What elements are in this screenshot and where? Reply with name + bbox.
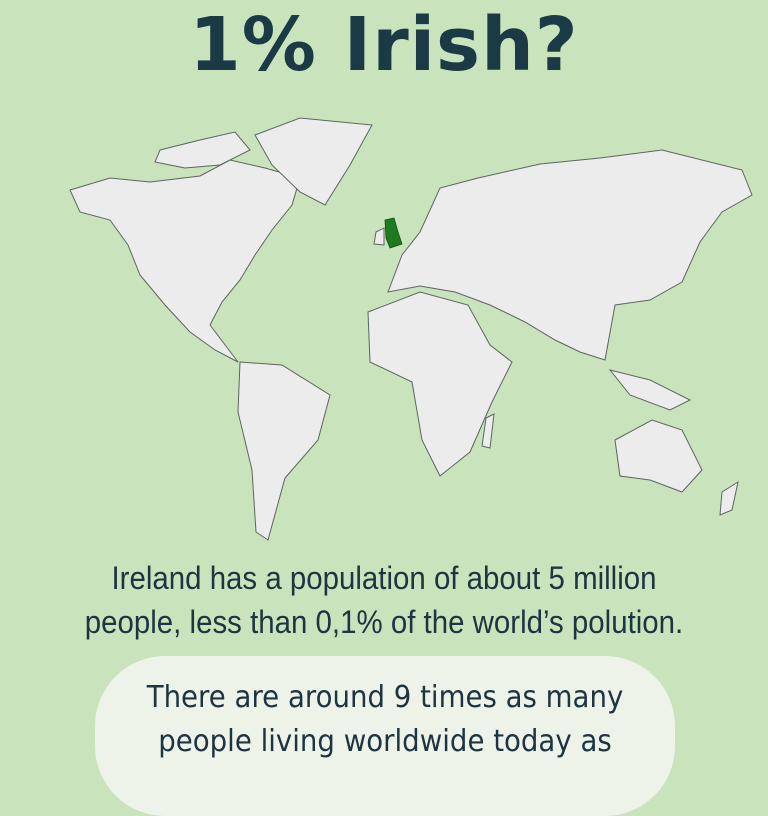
south-america <box>237 361 331 541</box>
page-title: 1% Irish? <box>189 2 579 88</box>
new-zealand <box>719 480 739 516</box>
canadian-arctic-islands <box>154 131 251 169</box>
caption-line-2: people, less than 0,1% of the world’s po… <box>84 604 684 640</box>
madagascar <box>481 413 495 449</box>
southeast-asia-islands <box>608 369 692 411</box>
north-america <box>69 159 301 363</box>
great-britain <box>373 227 385 246</box>
world-map <box>69 117 753 541</box>
callout-line-1: There are around 9 times as many <box>146 680 624 715</box>
population-caption: Ireland has a population of about 5 mill… <box>31 556 738 644</box>
callout-text: There are around 9 times as many people … <box>118 676 652 764</box>
australia <box>614 419 703 493</box>
greenland <box>254 117 373 206</box>
africa <box>367 291 513 477</box>
callout-line-2: people living worldwide today as <box>158 724 612 759</box>
caption-line-1: Ireland has a population of about 5 mill… <box>111 560 657 596</box>
ireland-highlight <box>384 217 403 249</box>
eurasia <box>387 149 753 361</box>
